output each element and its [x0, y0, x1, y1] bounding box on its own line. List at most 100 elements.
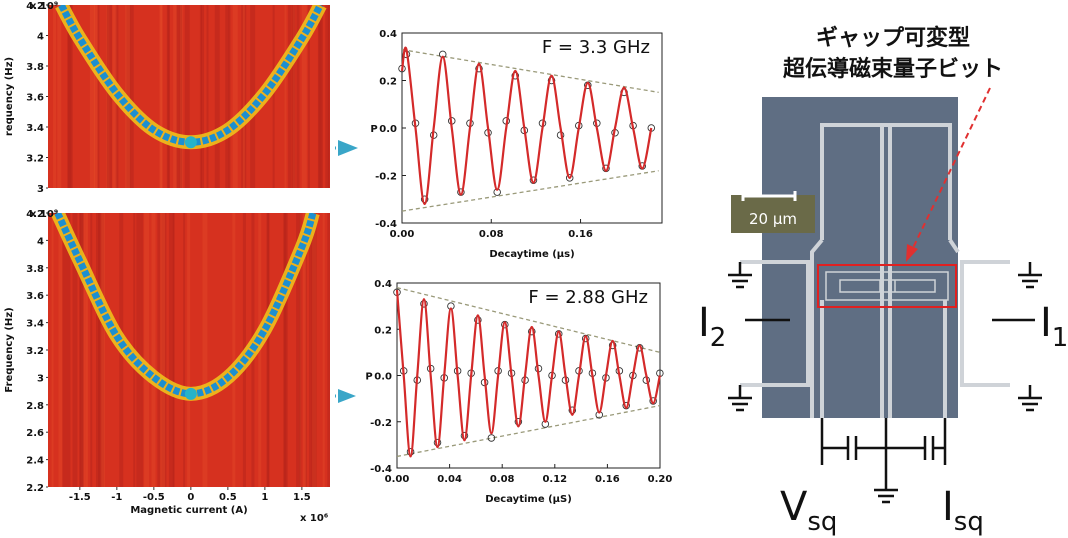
heatmap-texture — [291, 5, 296, 188]
y-tick-label: 4 — [37, 236, 44, 247]
heatmap-texture — [187, 213, 191, 487]
heatmap-texture — [179, 5, 183, 188]
symbol: I — [698, 300, 710, 346]
plot-frame — [396, 282, 661, 469]
heatmap-texture — [250, 5, 256, 188]
heatmap-texture — [67, 5, 73, 188]
fit-curve — [400, 46, 653, 206]
data-point — [433, 438, 442, 447]
scale-label: 20 μm — [749, 210, 797, 228]
y-tick-label: 0.4 — [379, 29, 397, 40]
heatmap-texture — [106, 5, 112, 188]
heatmap-bg — [48, 213, 330, 487]
y-tick-label: 3.2 — [26, 346, 44, 357]
heatmap-texture — [299, 213, 302, 487]
y-axis-label: requency (Hz) — [4, 57, 15, 136]
heatmap-texture — [72, 213, 78, 487]
heatmap-texture — [301, 5, 307, 188]
heatmap-texture — [311, 213, 317, 487]
heatmap-texture — [106, 5, 110, 188]
heatmap-texture — [81, 213, 87, 487]
current-label: I1 — [1040, 300, 1068, 353]
x-axis-label: Magnetic current (A) — [130, 505, 247, 516]
heatmap-texture — [184, 5, 190, 188]
heatmap-texture — [79, 213, 84, 487]
subscript: sq — [954, 507, 984, 537]
heatmap-texture — [288, 5, 292, 188]
x-tick-label: 0.16 — [595, 474, 620, 485]
heatmap-texture — [322, 213, 325, 487]
heatmap-texture — [283, 213, 287, 487]
current-label: Isq — [942, 484, 984, 537]
y-tick-label: 4 — [37, 32, 44, 43]
heatmap-texture — [157, 213, 161, 487]
x-tick-label: 1 — [261, 492, 268, 503]
data-point — [460, 431, 469, 440]
heatmap-texture — [267, 213, 270, 487]
y-tick-label: 3.6 — [26, 93, 44, 104]
heatmap-texture — [176, 5, 180, 188]
y-tick-label: 0.0 — [374, 372, 392, 383]
x-tick-label: 0.16 — [568, 229, 593, 240]
x-tick-label: 0.20 — [648, 474, 673, 485]
symbol: I — [1040, 300, 1052, 346]
heatmap-texture — [318, 5, 322, 188]
heatmap-texture — [179, 5, 183, 188]
x-tick-label: 0.5 — [219, 492, 237, 503]
heatmap-texture — [97, 213, 102, 487]
heatmap-texture — [180, 5, 183, 188]
y-tick-label: 3 — [37, 373, 44, 384]
symbol: I — [942, 484, 954, 530]
heatmap-texture — [242, 5, 245, 188]
y-tick-label: -0.4 — [375, 219, 397, 230]
y-tick-label: 4.2 — [26, 1, 44, 12]
heatmap-texture — [199, 5, 202, 188]
heatmap-texture — [160, 213, 166, 487]
data-point — [547, 76, 556, 85]
heatmap-texture — [160, 5, 163, 188]
heatmap-texture — [172, 213, 175, 487]
heatmap-texture — [79, 213, 84, 487]
heatmap-texture — [292, 5, 295, 188]
heatmap-texture — [327, 213, 330, 487]
grounds — [728, 262, 1042, 504]
scale-bar — [741, 191, 797, 201]
heatmap-texture — [167, 5, 170, 188]
envelope-line — [401, 170, 659, 212]
subscript: 2 — [710, 323, 727, 353]
heatmap-texture — [57, 5, 62, 188]
x-tick-label: -1 — [111, 492, 122, 503]
heatmap-texture — [232, 213, 236, 487]
heatmap-texture — [136, 213, 142, 487]
heatmap-texture — [51, 213, 54, 487]
qubit-diagram: ギャップ可変型 超伝導磁束量子ビット 20 μm I2 I1 Vsq Isq — [698, 25, 1068, 537]
heatmap-texture — [304, 213, 307, 487]
arrow-head — [338, 140, 358, 156]
x-tick-label: 0.08 — [479, 229, 504, 240]
heatmap-texture — [214, 5, 220, 188]
data-point — [514, 418, 523, 426]
heatmap-texture — [62, 213, 66, 487]
heatmap-texture — [241, 5, 247, 188]
x-tick-label: 0 — [187, 492, 194, 503]
subscript: sq — [807, 507, 837, 537]
heatmap-texture — [151, 213, 156, 487]
x-tick-label: 1.5 — [293, 492, 311, 503]
y-tick-label: 3 — [37, 184, 44, 195]
x-multiplier: x 10⁶ — [300, 513, 328, 524]
heatmap-texture — [225, 5, 230, 188]
heatmap-texture — [201, 5, 205, 188]
heatmap-texture — [65, 213, 71, 487]
y-tick-label: 2.2 — [26, 483, 44, 494]
x-tick-label: -1.5 — [69, 492, 91, 503]
y-tick-label: 3.8 — [26, 62, 44, 73]
x-tick-label: -0.5 — [143, 492, 165, 503]
heatmap-texture — [312, 213, 317, 487]
heatmap-texture — [67, 5, 72, 188]
heatmap-texture — [206, 5, 209, 188]
data-point — [568, 406, 577, 414]
y-tick-label: 4.2 — [26, 209, 44, 220]
y-axis-label: Frequency (Hz) — [4, 307, 15, 392]
heatmap-texture — [173, 5, 178, 188]
x-tick-label: 0.00 — [385, 474, 410, 485]
